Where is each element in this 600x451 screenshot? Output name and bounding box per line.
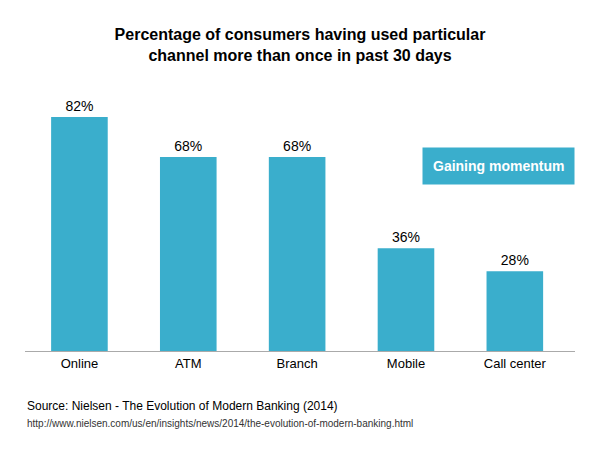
svg-text:http://www.nielsen.com/us/en/i: http://www.nielsen.com/us/en/insights/ne… <box>27 418 413 429</box>
svg-text:28%: 28% <box>501 252 529 268</box>
svg-text:82%: 82% <box>65 98 93 114</box>
svg-text:36%: 36% <box>392 229 420 245</box>
svg-text:68%: 68% <box>174 138 202 154</box>
svg-text:Source: Nielsen - The Evolutio: Source: Nielsen - The Evolution of Moder… <box>27 399 338 413</box>
svg-text:68%: 68% <box>283 138 311 154</box>
svg-text:Percentage of consumers having: Percentage of consumers having used part… <box>115 26 486 64</box>
svg-text:Call center: Call center <box>484 356 547 371</box>
svg-text:Gaining momentum: Gaining momentum <box>433 158 564 174</box>
svg-text:Mobile: Mobile <box>387 356 425 371</box>
svg-text:Online: Online <box>61 356 99 371</box>
svg-text:Branch: Branch <box>277 356 318 371</box>
svg-text:ATM: ATM <box>175 356 201 371</box>
